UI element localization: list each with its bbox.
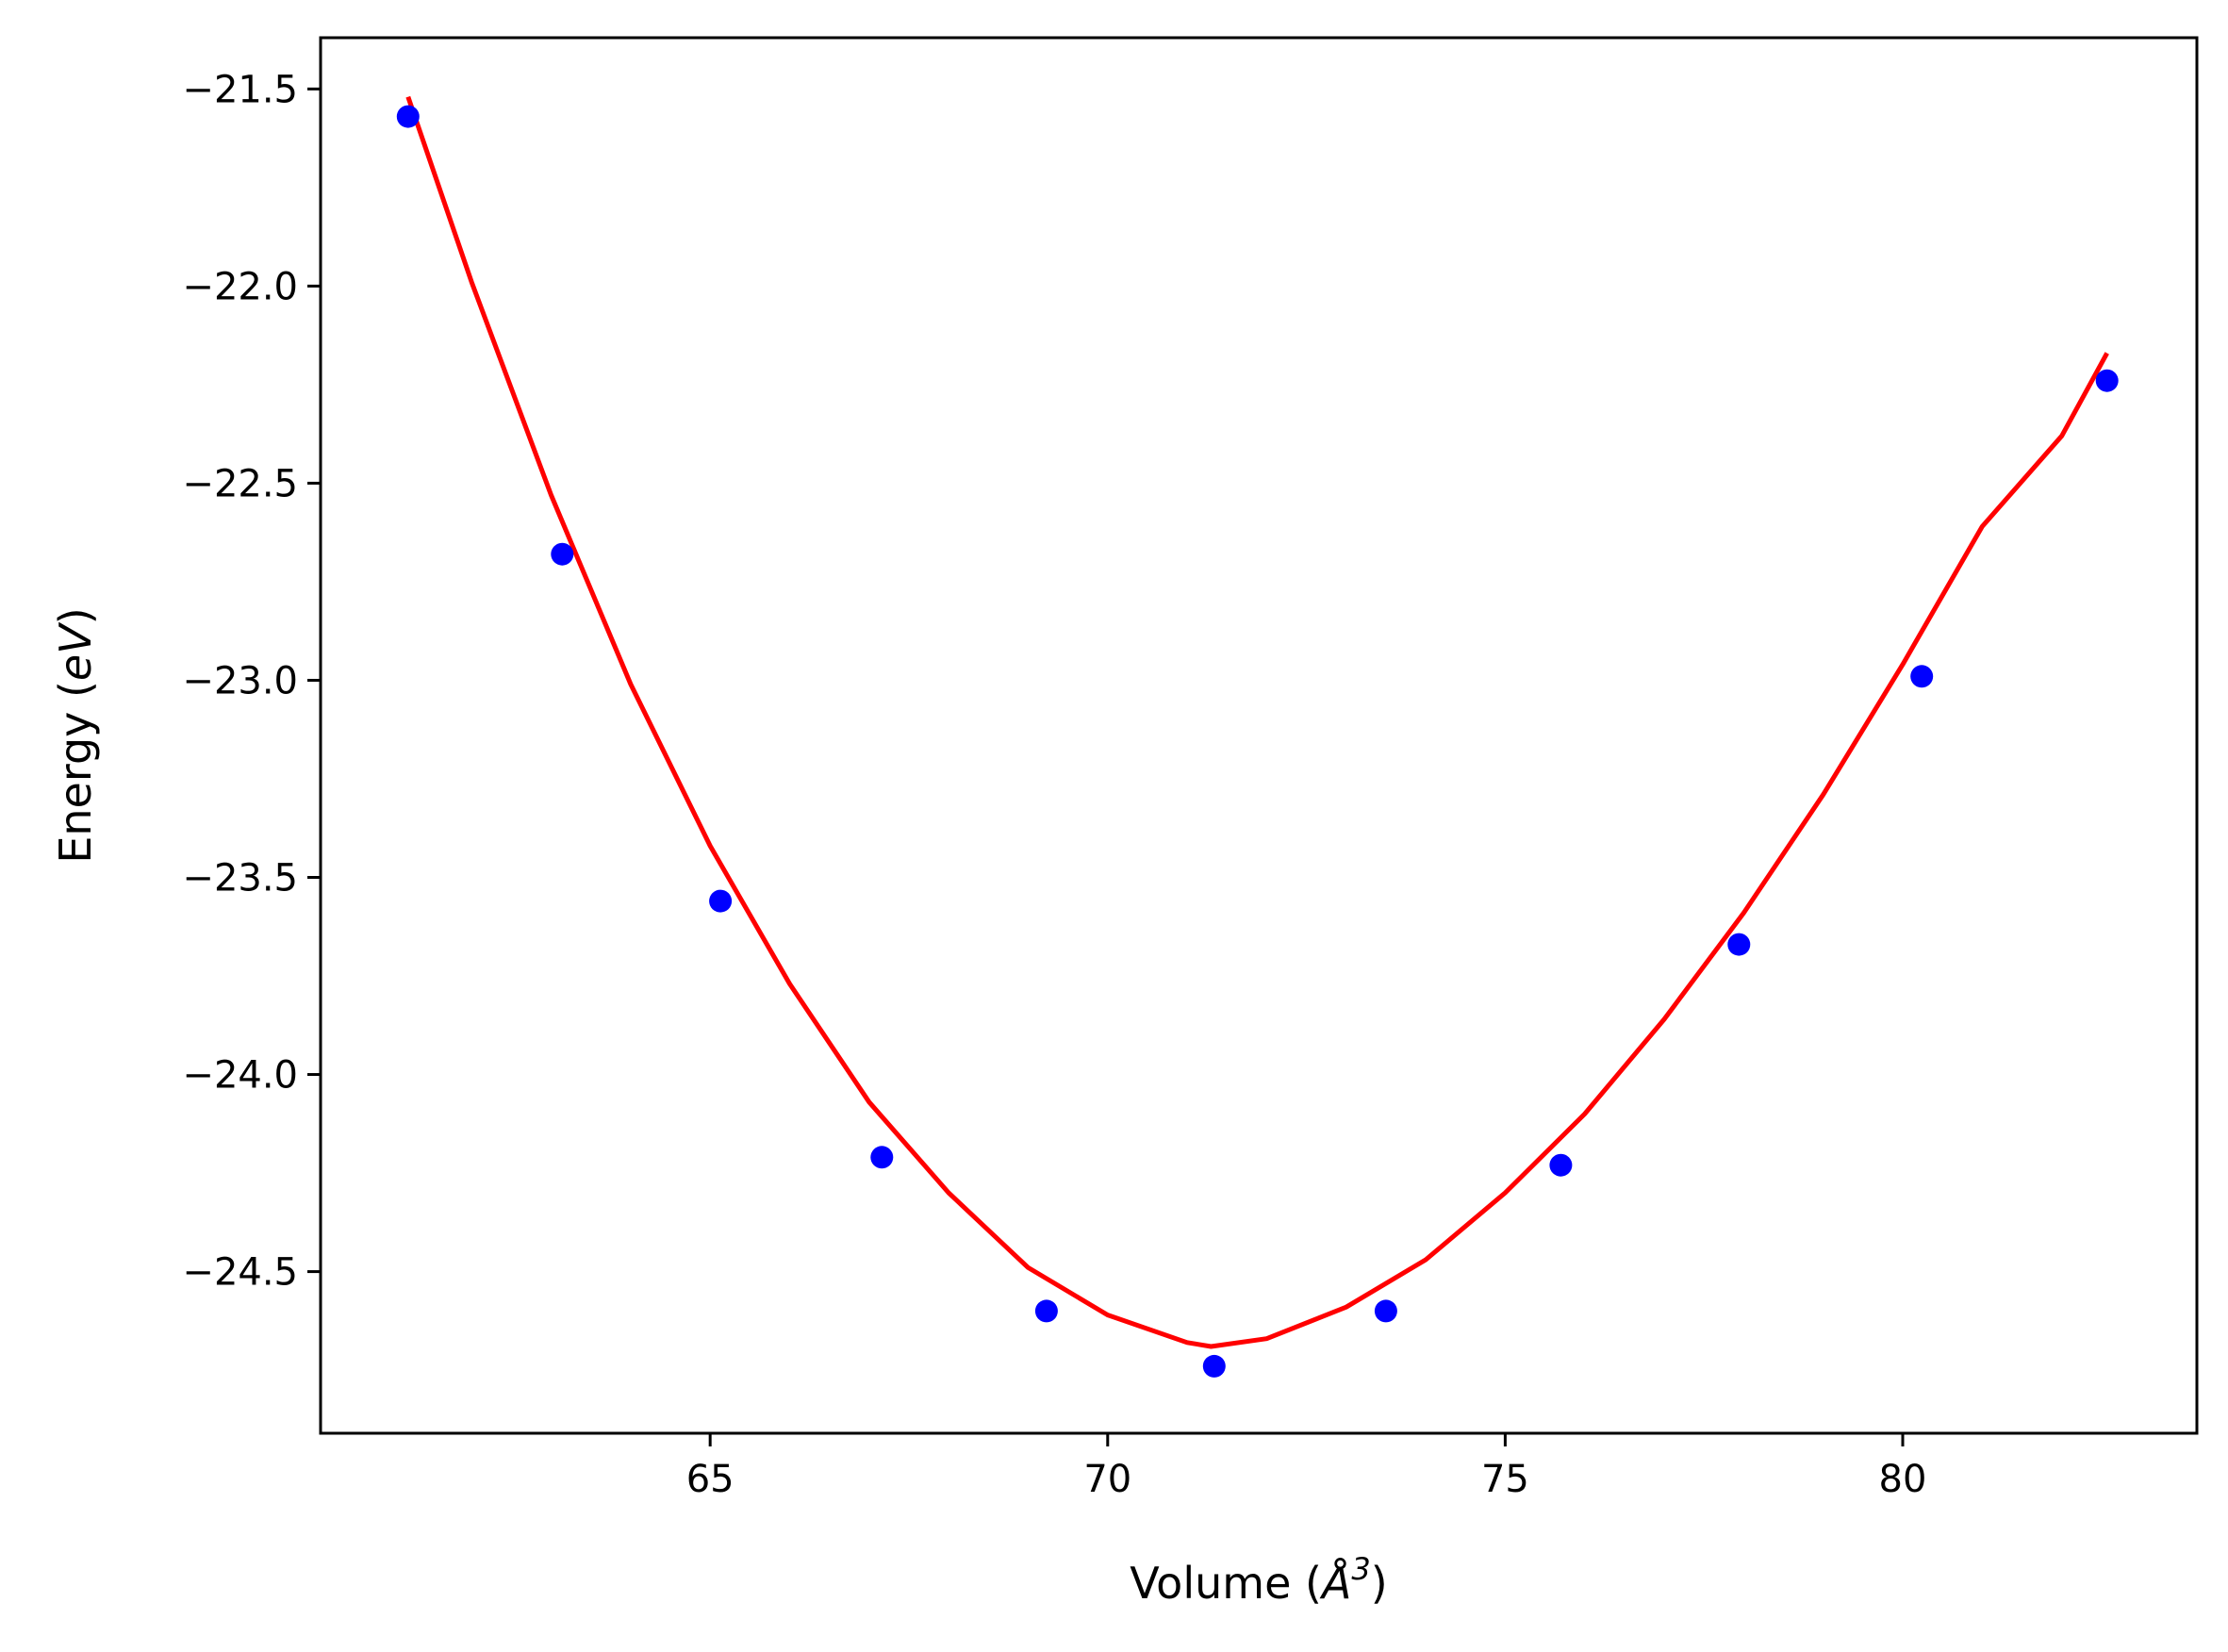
data-point [1910,665,1934,688]
data-point [2095,369,2119,392]
x-axis-label-symbol: Å [1319,1558,1351,1609]
y-axis-label-unit: eV [50,621,101,681]
y-tick-label: −22.5 [182,462,298,505]
x-axis-label-superscript: 3 [1351,1551,1370,1587]
data-point [709,889,733,913]
y-axis-ticks: −21.5 −22.0 −22.5 −23.0 −23.5 −24.0 −24.5 [182,68,321,1295]
fit-layer [405,95,2109,1349]
y-tick-label: −24.5 [182,1251,298,1295]
x-axis-label-prefix: Volume ( [1130,1558,1322,1609]
data-point [1549,1153,1573,1177]
y-tick-label: −21.5 [182,68,298,111]
fit-curve [405,95,2109,1349]
y-tick-label: −22.0 [182,265,298,308]
x-tick-label: 65 [686,1458,734,1501]
data-point [1202,1354,1226,1378]
data-point [1034,1299,1058,1323]
points-layer [396,105,2119,1378]
x-axis-ticks: 65 70 75 80 [686,1433,1927,1501]
data-point [551,542,574,566]
data-point [1374,1299,1397,1323]
y-axis-label-suffix: ) [50,607,101,624]
x-tick-label: 80 [1879,1458,1927,1501]
x-axis-label-suffix: ) [1371,1558,1388,1609]
y-axis-label-prefix: Energy ( [50,681,101,864]
x-axis-label: Volume (Å3) [1130,1551,1387,1609]
data-point [396,105,420,128]
y-axis-label: Energy (eV) [50,607,101,863]
y-tick-label: −24.0 [182,1054,298,1098]
plot-frame [319,36,2199,1435]
y-tick-label: −23.0 [182,659,298,702]
x-tick-label: 70 [1083,1458,1131,1501]
y-tick-label: −23.5 [182,857,298,900]
data-point [870,1146,894,1169]
x-tick-label: 75 [1481,1458,1529,1501]
data-point [1727,933,1751,956]
